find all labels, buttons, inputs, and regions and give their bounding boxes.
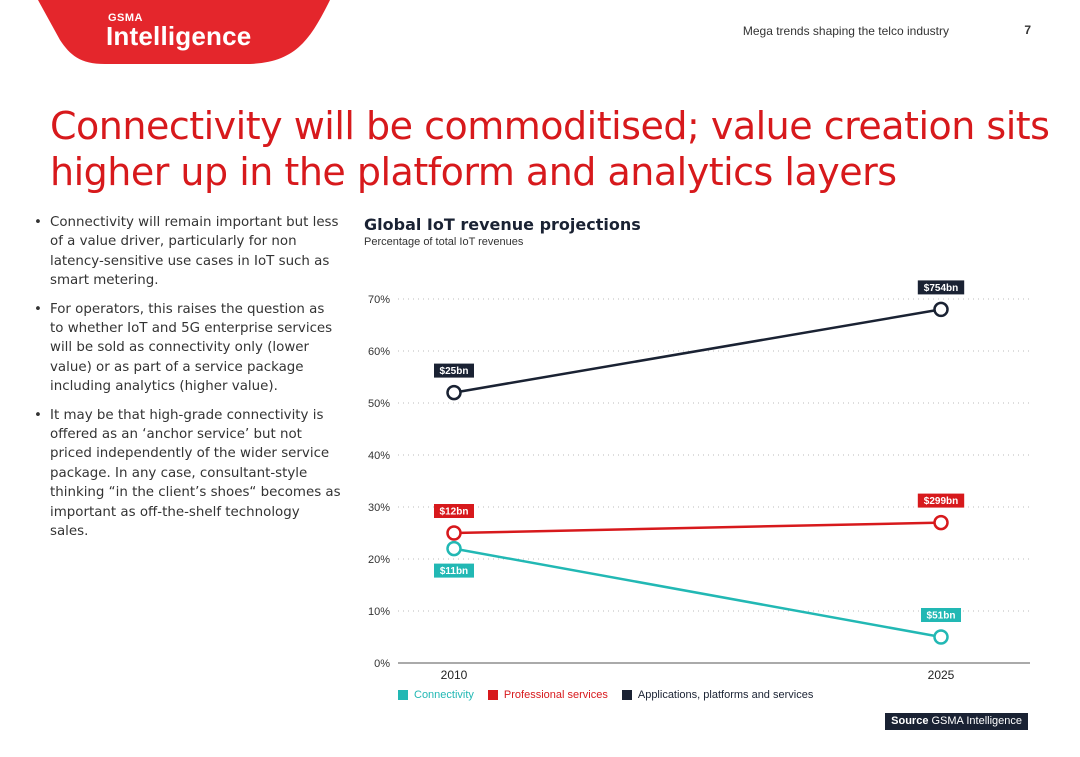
legend-label: Connectivity	[414, 689, 474, 701]
data-label: $51bn	[927, 611, 956, 622]
data-label: $12bn	[440, 507, 469, 518]
page-number: 7	[1024, 23, 1031, 37]
data-label: $11bn	[440, 566, 468, 577]
data-point	[933, 301, 949, 318]
bullet-item: • It may be that high-grade connectivity …	[32, 406, 342, 542]
legend-swatch-applications	[621, 690, 632, 700]
chart-subtitle: Percentage of total IoT revenues	[364, 236, 524, 248]
series-line-0	[453, 547, 942, 639]
bullet-text: It may be that high-grade connectivity i…	[50, 407, 341, 540]
bullet-icon: •	[34, 301, 42, 317]
legend-swatch-professional-services	[487, 690, 498, 700]
data-label: $299bn	[924, 496, 958, 507]
bullet-icon: •	[34, 215, 42, 230]
data-point	[446, 384, 462, 401]
page-headline: Connectivity will be commoditised; value…	[50, 104, 1050, 194]
brand-logo-shape	[0, 0, 330, 64]
data-label: $754bn	[924, 283, 958, 294]
data-point	[446, 540, 462, 557]
source-label: Source	[891, 715, 929, 727]
source-text: GSMA Intelligence	[931, 715, 1023, 727]
data-label-bg	[917, 280, 965, 295]
x-tick-label: 2010	[441, 668, 468, 682]
chart-legend: Connectivity Professional services Appli…	[398, 689, 813, 701]
y-tick-label: 40%	[368, 450, 390, 462]
brand-logo-small: GSMA	[108, 12, 143, 24]
legend-item-connectivity: Connectivity	[398, 689, 474, 701]
header-section-title: Mega trends shaping the telco industry	[742, 24, 949, 38]
y-tick-label: 70%	[368, 294, 390, 306]
bullet-item: • For operators, this raises the question…	[32, 300, 342, 397]
bullet-text: Connectivity will remain important but l…	[50, 215, 339, 289]
data-label-bg	[917, 493, 965, 508]
x-tick-label: 2025	[928, 668, 955, 682]
y-tick-label: 20%	[368, 554, 390, 566]
bullet-icon: •	[34, 407, 42, 423]
chart-title: Global IoT revenue projections	[364, 215, 641, 234]
series-line-2	[453, 308, 942, 394]
bullet-item: • Connectivity will remain important but …	[32, 213, 342, 291]
data-label-bg	[434, 363, 474, 378]
legend-label: Applications, platforms and services	[637, 689, 814, 701]
y-tick-label: 50%	[368, 398, 390, 410]
data-label-bg	[434, 504, 474, 518]
legend-item-professional-services: Professional services	[487, 689, 608, 701]
y-tick-label: 60%	[368, 346, 390, 358]
data-label-bg	[434, 563, 474, 578]
data-label: $25bn	[440, 366, 469, 377]
series-line-1	[453, 521, 942, 535]
bullet-text: For operators, this raises the question …	[50, 301, 333, 395]
legend-swatch-connectivity	[398, 690, 408, 700]
brand-logo-large: Intelligence	[106, 21, 252, 51]
bullet-list: • Connectivity will remain important but …	[32, 213, 342, 551]
y-tick-label: 30%	[368, 502, 390, 514]
y-tick-label: 0%	[374, 658, 390, 670]
data-point	[933, 514, 949, 531]
data-point	[933, 629, 949, 645]
legend-item-applications: Applications, platforms and services	[621, 689, 814, 701]
source-badge: Source GSMA Intelligence	[885, 713, 1028, 730]
data-label-bg	[921, 608, 961, 622]
data-point	[446, 525, 462, 541]
y-tick-label: 10%	[368, 606, 390, 618]
legend-label: Professional services	[503, 689, 608, 701]
